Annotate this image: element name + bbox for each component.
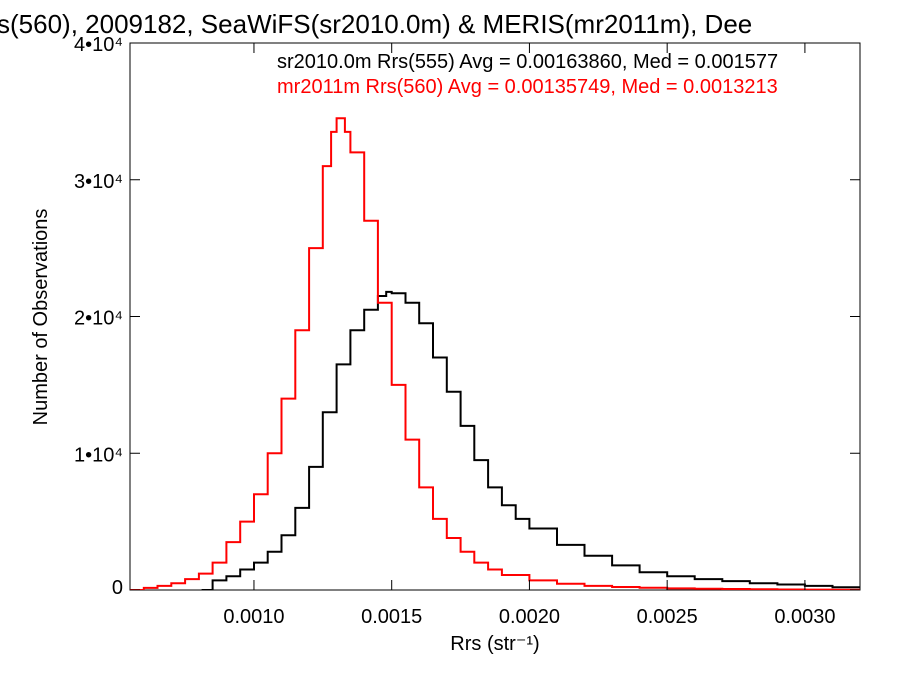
series-line-1 — [201, 290, 860, 590]
legend: sr2010.0m Rrs(555) Avg = 0.00163860, Med… — [277, 51, 778, 98]
y-axis-label: Number of Observations — [30, 209, 52, 426]
legend-entry-2: mr2011m Rrs(560) Avg = 0.00135749, Med =… — [277, 76, 778, 98]
x-tick-label: 0.0010 — [223, 606, 284, 628]
y-tick-label: 0 — [112, 577, 123, 599]
y-tick-label: 2•10⁴ — [74, 308, 123, 330]
x-tick-label: 0.0030 — [774, 606, 835, 628]
x-tick-label: 0.0015 — [361, 606, 422, 628]
y-tick-label: 1•10⁴ — [74, 444, 123, 466]
y-tick-label: 4•10⁴ — [74, 34, 123, 56]
x-axis-label: Rrs (str⁻¹) — [450, 633, 539, 655]
y-axis: 0 1•10⁴ 2•10⁴ 3•10⁴ 4•10⁴ — [74, 34, 860, 599]
x-tick-label: 0.0020 — [499, 606, 560, 628]
y-tick-label: 3•10⁴ — [74, 171, 123, 193]
legend-entry-1: sr2010.0m Rrs(555) Avg = 0.00163860, Med… — [277, 51, 778, 73]
chart-title: s(560), 2009182, SeaWiFS(sr2010.0m) & ME… — [0, 9, 752, 39]
x-tick-label: 0.0025 — [637, 606, 698, 628]
x-axis: 0.0010 0.0015 0.0020 0.0025 0.0030 — [223, 43, 835, 628]
